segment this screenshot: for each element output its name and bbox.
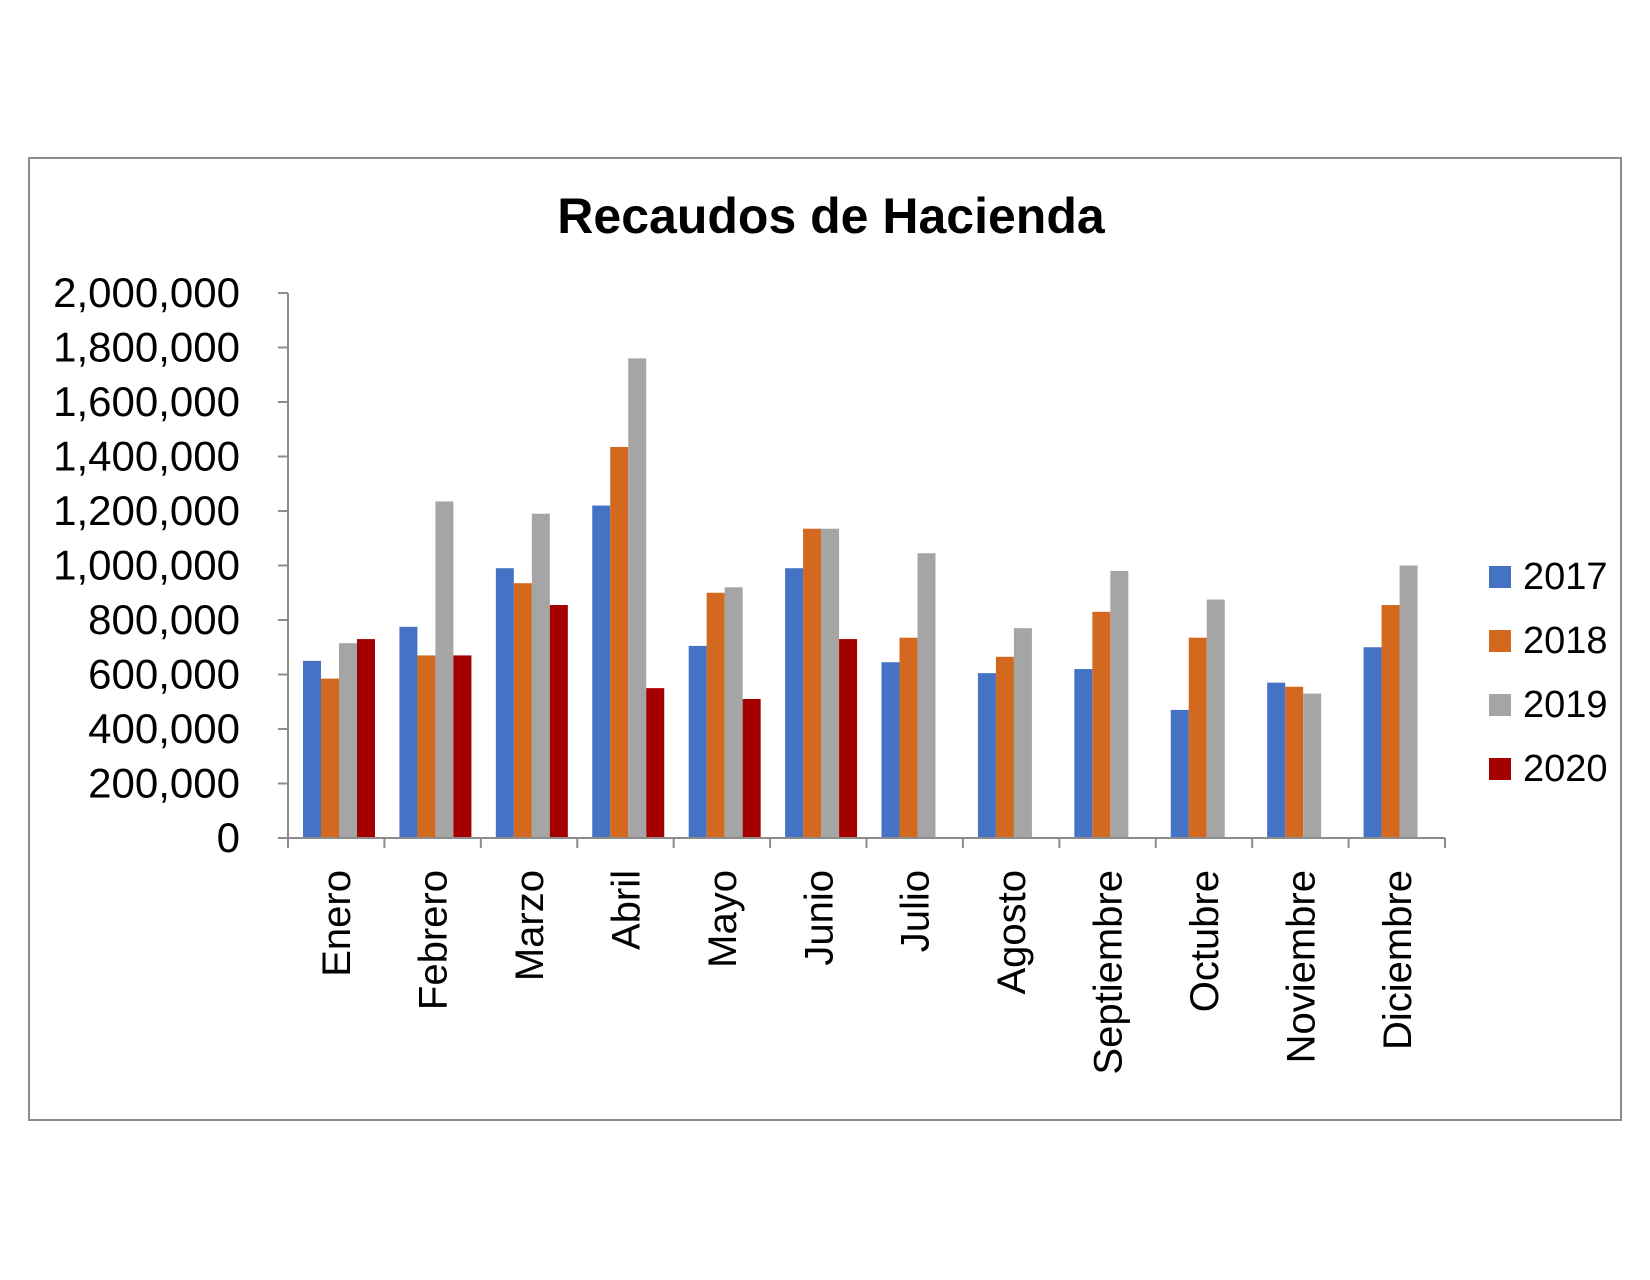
x-tick-label-abril: Abril (604, 870, 648, 950)
bar-2017-octubre (1170, 709, 1189, 838)
bar-2018-junio (803, 528, 822, 838)
bar-2018-septiembre (1092, 611, 1111, 838)
bar-2017-julio (881, 662, 900, 838)
bar-2017-abril (592, 505, 611, 838)
legend-label-2019: 2019 (1523, 684, 1608, 726)
legend-swatch-2019 (1489, 694, 1511, 716)
y-tick-label: 800,000 (88, 596, 240, 643)
bar-2018-abril (610, 446, 629, 838)
bar-2020-febrero (453, 655, 472, 838)
bar-2019-agosto (1013, 628, 1032, 838)
y-tick-label: 600,000 (88, 651, 240, 698)
y-tick-label: 1,600,000 (53, 378, 240, 425)
legend-label-2020: 2020 (1523, 748, 1608, 790)
legend-label-2017: 2017 (1523, 556, 1608, 598)
bar-2018-diciembre (1381, 605, 1400, 838)
y-tick-label: 0 (217, 814, 240, 861)
bar-2019-abril (628, 358, 647, 838)
bar-2018-julio (899, 637, 918, 838)
bar-2020-enero (357, 639, 375, 838)
y-tick-label: 200,000 (88, 760, 240, 807)
bar-2019-febrero (435, 501, 454, 838)
bar-2017-noviembre (1267, 682, 1286, 838)
bar-2018-mayo (706, 592, 725, 838)
bar-2017-enero (303, 660, 321, 839)
bar-2019-marzo (531, 513, 550, 838)
y-tick-label: 1,200,000 (53, 487, 240, 534)
bar-2018-noviembre (1285, 686, 1304, 838)
x-tick-label-junio: Junio (797, 870, 841, 966)
y-tick-label: 1,000,000 (53, 542, 240, 589)
legend-swatch-2020 (1489, 758, 1511, 780)
bar-2018-febrero (417, 655, 436, 838)
legend-label-2018: 2018 (1523, 620, 1608, 662)
bar-2017-diciembre (1363, 647, 1382, 838)
bar-2019-diciembre (1399, 565, 1418, 838)
x-tick-label-noviembre: Noviembre (1279, 870, 1323, 1063)
y-tick-label: 2,000,000 (53, 269, 240, 316)
bar-2020-mayo (742, 699, 761, 838)
bar-2019-julio (917, 553, 936, 838)
bar-2018-marzo (513, 583, 532, 838)
x-tick-label-enero: Enero (315, 870, 359, 977)
legend-swatch-2018 (1489, 630, 1511, 652)
chart-title: Recaudos de Hacienda (557, 188, 1106, 244)
bar-2017-septiembre (1074, 669, 1093, 838)
bar-2017-febrero (399, 626, 418, 838)
x-tick-label-agosto: Agosto (990, 870, 1034, 995)
bar-2019-junio (821, 528, 840, 838)
bar-2020-junio (839, 639, 858, 838)
bar-2018-octubre (1188, 637, 1207, 838)
y-tick-label: 1,400,000 (53, 433, 240, 480)
bar-2017-marzo (495, 568, 514, 838)
bar-2020-marzo (549, 605, 568, 838)
y-tick-label: 400,000 (88, 705, 240, 752)
legend-swatch-2017 (1489, 566, 1511, 588)
bar-2019-noviembre (1303, 693, 1322, 838)
axes-layer: 0 200,000 400,000 600,000 800,000 1,000,000 1,… (53, 269, 1446, 1075)
x-tick-label-septiembre: Septiembre (1087, 870, 1131, 1075)
bars-layer (303, 358, 1418, 839)
bar-2019-octubre (1206, 599, 1225, 838)
bar-2020-abril (646, 688, 665, 839)
x-tick-label-mayo: Mayo (701, 870, 745, 968)
x-tick-label-diciembre: Diciembre (1376, 870, 1420, 1050)
x-tick-label-febrero: Febrero (412, 870, 456, 1010)
bar-2019-enero (339, 643, 357, 838)
bar-2017-junio (785, 568, 804, 838)
bar-2017-agosto (977, 673, 996, 838)
bar-2018-enero (321, 678, 339, 838)
y-tick-label: 1,800,000 (53, 324, 240, 371)
bar-2019-septiembre (1110, 570, 1129, 838)
bar-2019-mayo (724, 587, 743, 838)
x-tick-label-julio: Julio (894, 870, 938, 952)
legend: 2017 2018 2019 2020 (1489, 556, 1608, 790)
x-tick-label-octubre: Octubre (1183, 870, 1227, 1012)
bar-2018-agosto (995, 656, 1014, 838)
x-tick-label-marzo: Marzo (508, 870, 552, 981)
bar-2017-mayo (688, 645, 707, 838)
